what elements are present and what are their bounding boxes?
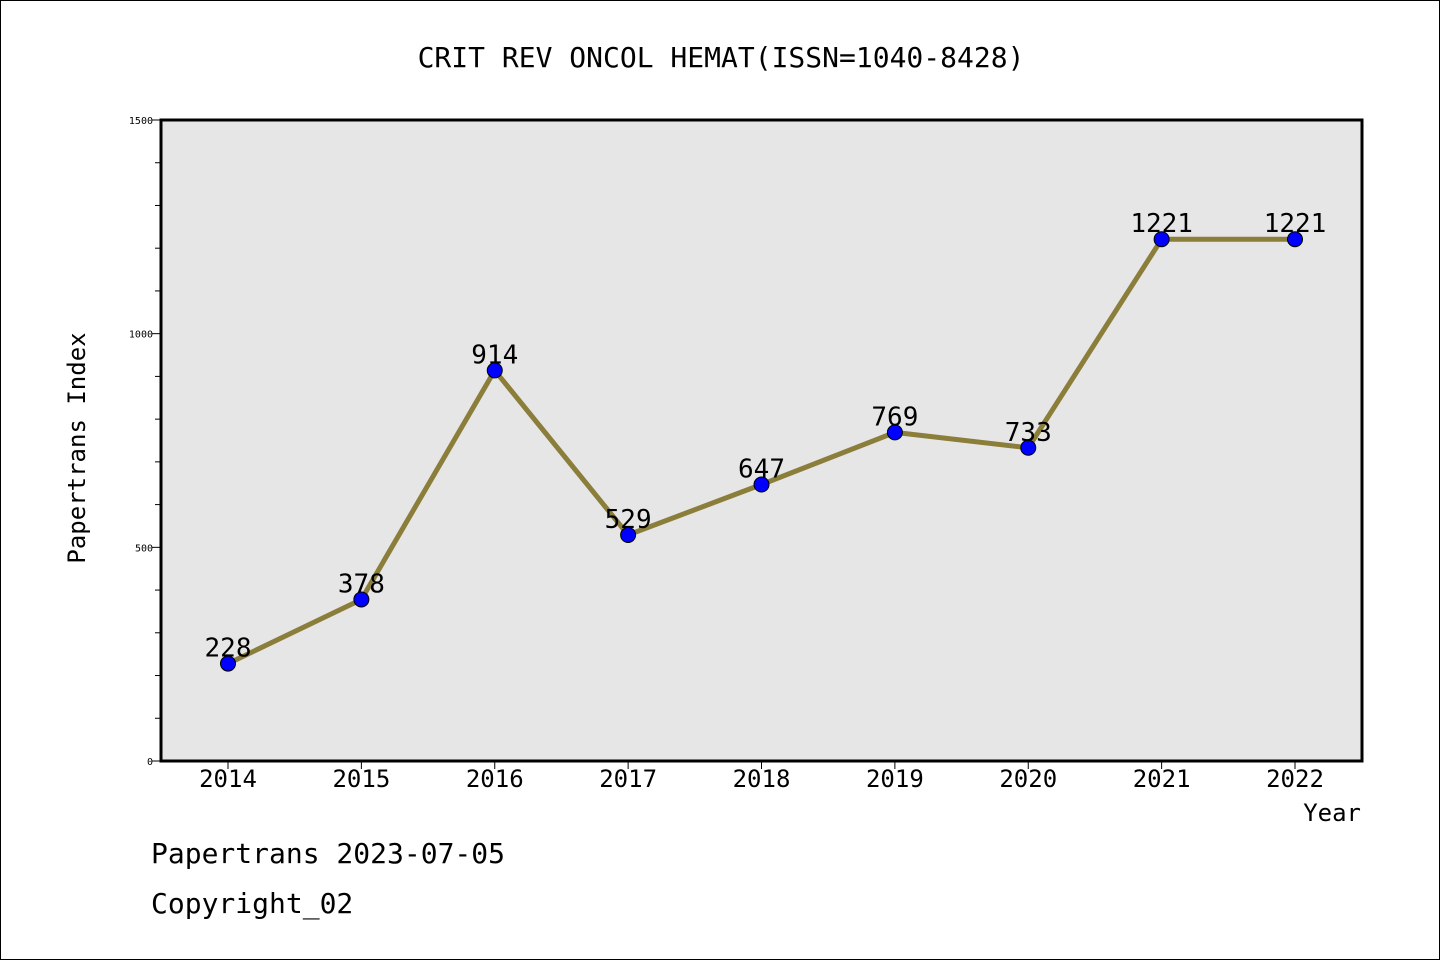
x-axis: 2014 2015 2016 2017 2018 2019 2020 2021 2022	[199, 761, 1324, 793]
x-tick-label: 2022	[1266, 765, 1324, 793]
y-tick-label: 1000	[129, 330, 153, 341]
x-tick-label: 2021	[1133, 765, 1191, 793]
y-axis-label: Papertrans Index	[63, 332, 91, 563]
x-tick-label: 2015	[332, 765, 390, 793]
data-label: 769	[871, 402, 918, 432]
chart-svg: CRIT REV ONCOL HEMAT(ISSN=1040-8428) 0 50…	[1, 1, 1439, 959]
data-label: 1221	[1130, 209, 1193, 239]
x-tick-label: 2018	[733, 765, 791, 793]
chart-title: CRIT REV ONCOL HEMAT(ISSN=1040-8428)	[418, 41, 1025, 74]
y-axis: 0 500 1000 1500	[129, 116, 161, 768]
x-tick-label: 2014	[199, 765, 257, 793]
y-tick-label: 1500	[129, 116, 153, 127]
y-tick-label: 500	[135, 543, 153, 554]
x-tick-label: 2020	[999, 765, 1057, 793]
x-tick-label: 2017	[599, 765, 657, 793]
data-label: 647	[738, 455, 785, 485]
y-tick-label: 0	[147, 757, 153, 768]
data-label: 529	[605, 505, 652, 535]
data-label: 914	[471, 340, 518, 370]
footer-copyright-text: Copyright_02	[151, 887, 353, 920]
data-label: 378	[338, 569, 385, 599]
footer-date-text: Papertrans 2023-07-05	[151, 837, 505, 870]
x-axis-label: Year	[1303, 799, 1361, 827]
data-label: 228	[205, 634, 252, 664]
data-label: 1221	[1264, 209, 1327, 239]
x-tick-label: 2016	[466, 765, 524, 793]
chart-figure: CRIT REV ONCOL HEMAT(ISSN=1040-8428) 0 50…	[0, 0, 1440, 960]
data-label: 733	[1005, 418, 1052, 448]
x-tick-label: 2019	[866, 765, 924, 793]
